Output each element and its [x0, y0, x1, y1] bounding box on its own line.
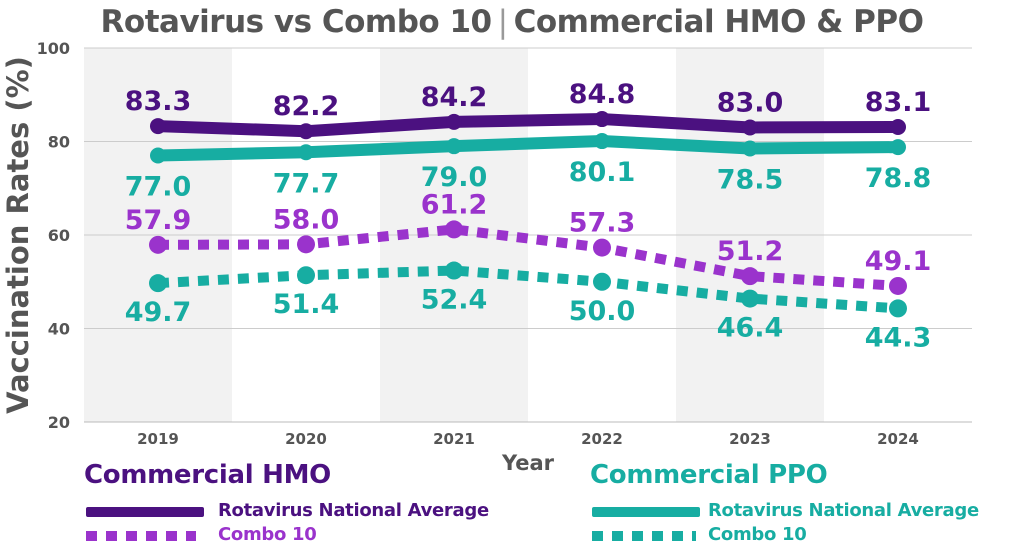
y-tick-label-20: 20 — [48, 413, 70, 432]
data-point-ppo-combo10-2022 — [593, 272, 611, 291]
data-point-ppo-rotavirus-2020 — [298, 144, 314, 161]
legend-ppo: Commercial PPO Rotavirus National Averag… — [590, 460, 1024, 545]
data-label-hmo-combo10-2020: 58.0 — [273, 204, 340, 235]
x-tick-label-2019: 2019 — [137, 430, 179, 448]
data-point-ppo-combo10-2020 — [297, 266, 315, 285]
series-line-ppo-rotavirus — [152, 135, 904, 162]
data-point-hmo-combo10-2022 — [593, 238, 611, 257]
legend-ppo-rota-label: Rotavirus National Average — [708, 500, 979, 521]
data-point-hmo-combo10-2024 — [889, 276, 907, 295]
x-tick-label-2024: 2024 — [877, 430, 919, 448]
data-point-hmo-rotavirus-2024 — [890, 119, 906, 136]
data-label-ppo-combo10-2022: 50.0 — [569, 296, 636, 327]
title-separator: | — [497, 4, 508, 40]
data-label-ppo-combo10-2023: 46.4 — [717, 313, 784, 344]
data-label-hmo-rotavirus-2021: 84.2 — [421, 82, 488, 113]
data-point-hmo-combo10-2023 — [741, 267, 759, 286]
data-label-ppo-rotavirus-2024: 78.8 — [865, 163, 932, 194]
data-point-hmo-combo10-2019 — [149, 235, 167, 254]
data-point-hmo-rotavirus-2020 — [298, 123, 314, 140]
data-label-hmo-rotavirus-2022: 84.8 — [569, 79, 636, 110]
title-left: Rotavirus vs Combo 10 — [100, 4, 493, 40]
legend-hmo: Commercial HMO Rotavirus National Averag… — [84, 460, 544, 545]
data-label-hmo-rotavirus-2020: 82.2 — [273, 91, 340, 122]
data-label-hmo-rotavirus-2019: 83.3 — [125, 86, 192, 117]
data-point-hmo-combo10-2021 — [445, 220, 463, 239]
data-label-hmo-rotavirus-2024: 83.1 — [865, 87, 932, 118]
x-tick-label-2021: 2021 — [433, 430, 475, 448]
data-label-hmo-combo10-2023: 51.2 — [717, 236, 784, 267]
data-point-hmo-rotavirus-2021 — [446, 113, 462, 130]
data-label-ppo-combo10-2021: 52.4 — [421, 285, 488, 316]
data-label-ppo-combo10-2024: 44.3 — [865, 322, 932, 353]
data-label-hmo-rotavirus-2023: 83.0 — [717, 87, 784, 118]
x-tick-label-2022: 2022 — [581, 430, 623, 448]
data-point-ppo-rotavirus-2021 — [446, 138, 462, 155]
data-label-hmo-combo10-2019: 57.9 — [125, 205, 192, 236]
data-point-ppo-rotavirus-2023 — [742, 140, 758, 157]
data-point-ppo-combo10-2024 — [889, 299, 907, 318]
series-line-ppo-combo10 — [157, 265, 899, 314]
legend-ppo-combo-swatch — [592, 531, 696, 541]
legend-ppo-heading: Commercial PPO — [590, 460, 828, 490]
data-point-ppo-rotavirus-2019 — [150, 147, 166, 164]
data-point-hmo-combo10-2020 — [297, 235, 315, 254]
data-point-ppo-rotavirus-2022 — [594, 133, 610, 150]
chart-title: Rotavirus vs Combo 10 | Commercial HMO & P… — [0, 4, 1024, 40]
x-tick-label-2020: 2020 — [285, 430, 327, 448]
title-right: Commercial HMO & PPO — [513, 4, 924, 40]
data-label-hmo-combo10-2022: 57.3 — [569, 208, 636, 239]
y-tick-label-40: 40 — [48, 320, 70, 339]
legend-ppo-rota-swatch — [592, 507, 700, 517]
data-label-hmo-combo10-2024: 49.1 — [865, 246, 932, 277]
y-tick-label-60: 60 — [48, 226, 70, 245]
data-point-hmo-rotavirus-2023 — [742, 119, 758, 136]
legend-hmo-rota-swatch — [86, 507, 204, 517]
data-label-ppo-combo10-2020: 51.4 — [273, 289, 340, 320]
data-label-ppo-combo10-2019: 49.7 — [125, 297, 192, 328]
y-axis-title: Vaccination Rates (%) — [1, 56, 35, 414]
series-line-hmo-combo10 — [157, 224, 899, 291]
legend-hmo-combo-label: Combo 10 — [218, 524, 317, 545]
y-tick-label-100: 100 — [37, 39, 70, 58]
legend-ppo-combo-label: Combo 10 — [708, 524, 807, 545]
y-tick-label-80: 80 — [48, 133, 70, 152]
data-label-ppo-rotavirus-2021: 79.0 — [421, 162, 488, 193]
data-point-hmo-rotavirus-2022 — [594, 111, 610, 128]
data-point-ppo-combo10-2019 — [149, 274, 167, 293]
legend-hmo-combo-swatch — [86, 531, 196, 541]
series-line-hmo-rotavirus — [152, 113, 904, 138]
data-point-hmo-rotavirus-2019 — [150, 118, 166, 135]
x-tick-label-2023: 2023 — [729, 430, 771, 448]
data-label-ppo-rotavirus-2020: 77.7 — [273, 168, 340, 199]
legend-hmo-heading: Commercial HMO — [84, 460, 331, 490]
data-label-ppo-rotavirus-2022: 80.1 — [569, 157, 636, 188]
data-point-ppo-combo10-2021 — [445, 261, 463, 280]
data-label-hmo-combo10-2021: 61.2 — [421, 189, 488, 220]
x-axis-title: Year — [501, 451, 555, 475]
data-label-ppo-rotavirus-2019: 77.0 — [125, 172, 192, 203]
data-point-ppo-combo10-2023 — [741, 289, 759, 308]
data-point-ppo-rotavirus-2024 — [890, 139, 906, 156]
legend-hmo-rota-label: Rotavirus National Average — [218, 500, 489, 521]
data-label-ppo-rotavirus-2023: 78.5 — [717, 165, 784, 196]
